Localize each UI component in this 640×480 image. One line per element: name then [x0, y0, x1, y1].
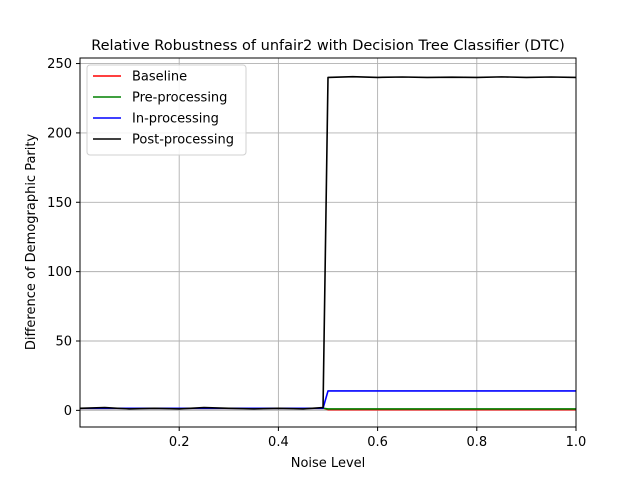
- x-tick-label: 1.0: [566, 435, 587, 450]
- x-axis-label: Noise Level: [291, 456, 366, 471]
- x-tick-label: 0.6: [367, 435, 388, 450]
- y-tick-label: 100: [47, 265, 72, 280]
- y-tick-label: 150: [47, 196, 72, 211]
- ticks: 0.2 0.4 0.6 0.8 1.0 0 50 100 150 200 250: [47, 57, 586, 450]
- x-tick-label: 0.8: [466, 435, 487, 450]
- x-tick-label: 0.2: [169, 435, 190, 450]
- y-axis-label: Difference of Demographic Parity: [24, 134, 39, 351]
- legend: Baseline Pre-processing In-processing Post-…: [86, 64, 247, 156]
- plot-area: [79, 75, 577, 411]
- y-tick-label: 0: [64, 404, 72, 419]
- y-tick-label: 250: [47, 57, 72, 72]
- chart-title: Relative Robustness of unfair2 with Deci…: [91, 38, 565, 54]
- legend-box: [86, 64, 247, 156]
- series-line-post-processing: [79, 75, 577, 410]
- legend-label: Pre-processing: [132, 91, 227, 106]
- grid: [80, 58, 577, 427]
- y-tick-label: 50: [55, 334, 72, 349]
- x-tick-label: 0.4: [268, 435, 289, 450]
- axes-frame: [79, 57, 577, 428]
- y-tick-label: 200: [47, 126, 72, 141]
- legend-label: Baseline: [132, 70, 187, 85]
- legend-label: Post-processing: [132, 133, 234, 148]
- legend-label: In-processing: [132, 112, 219, 127]
